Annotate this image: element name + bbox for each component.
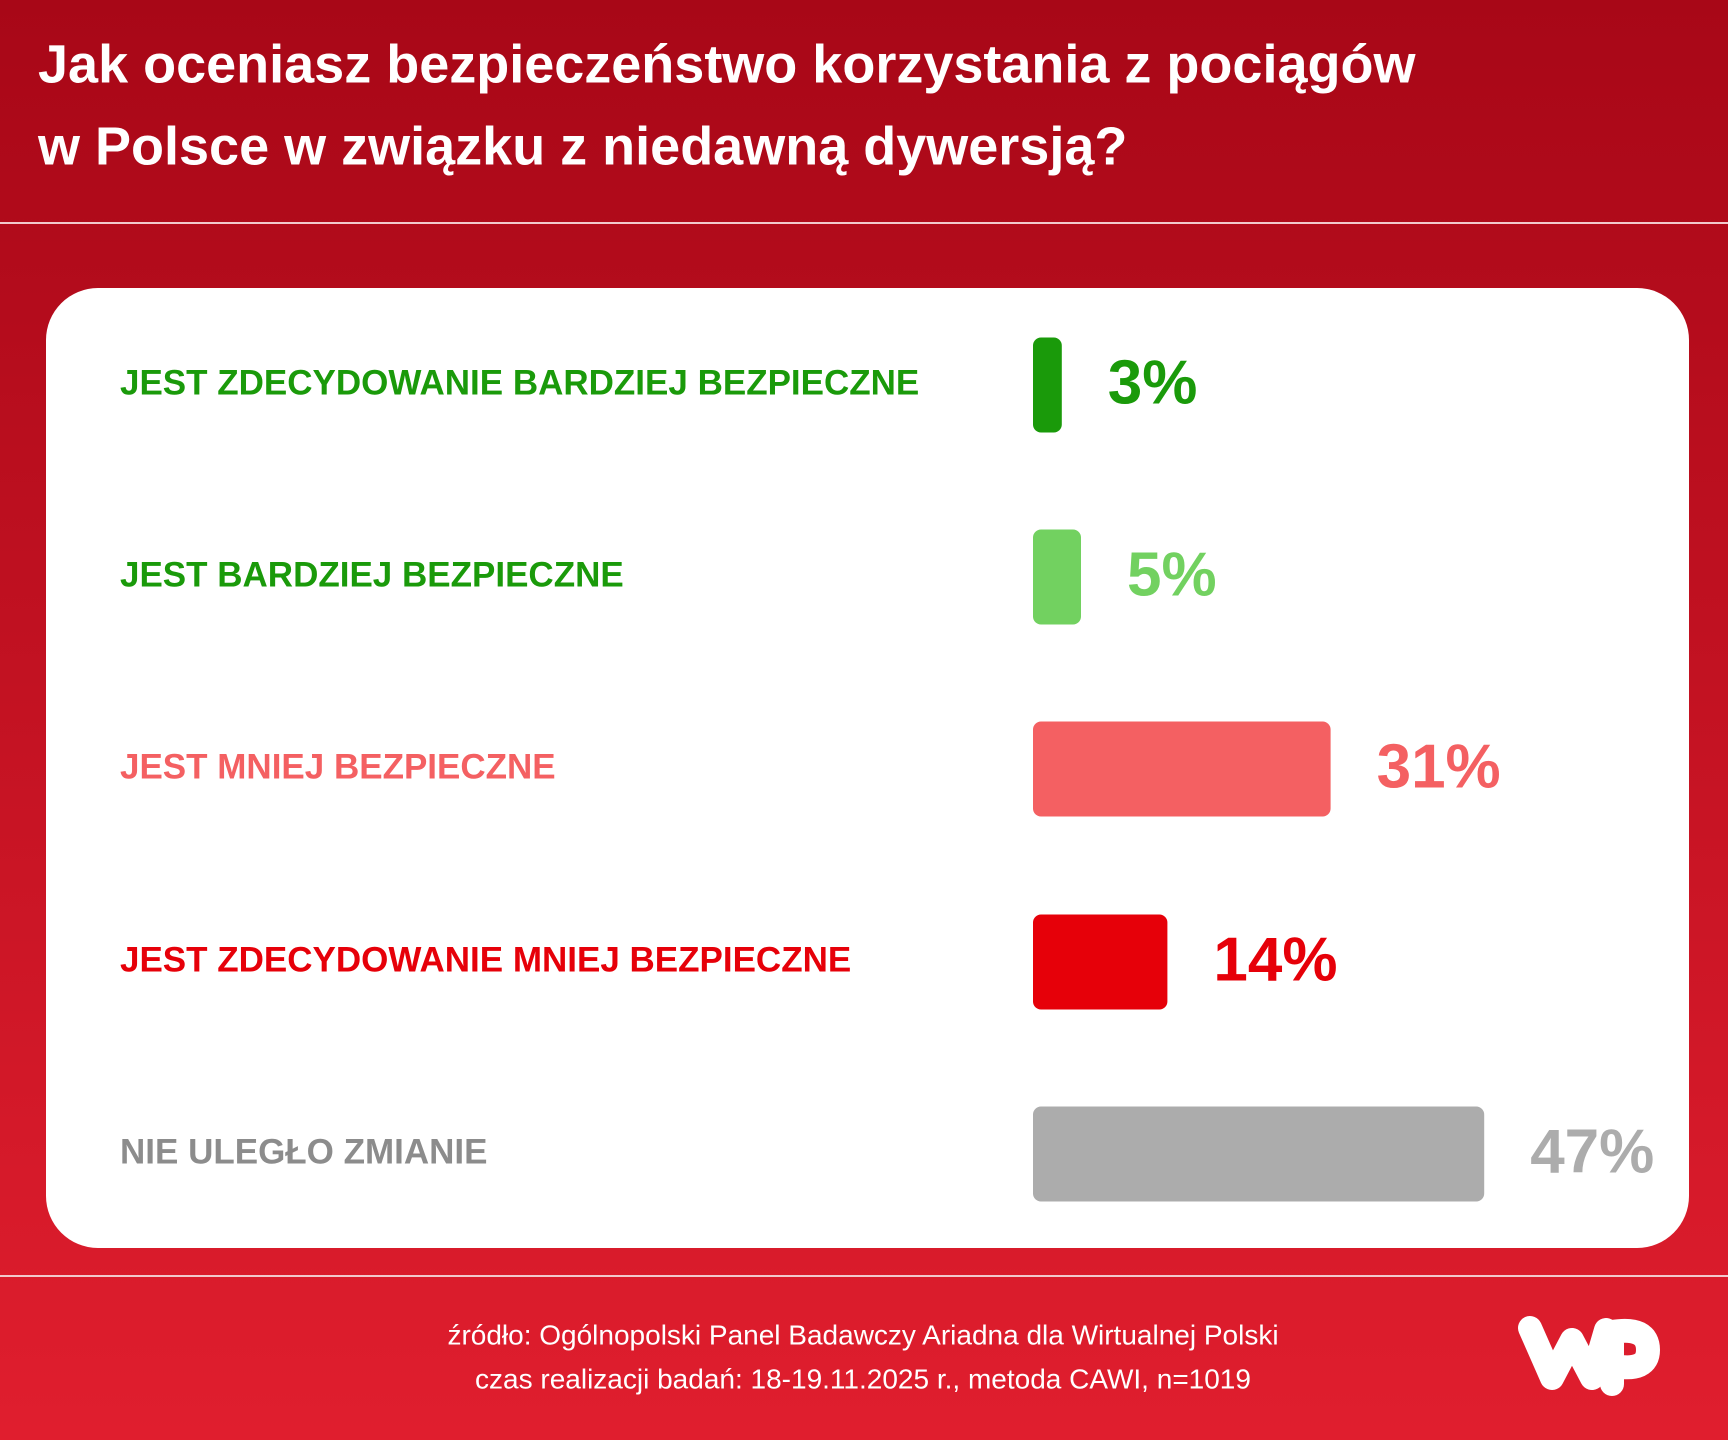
source-note: czas realizacji badań: 18-19.11.2025 r.,… <box>475 1363 1251 1394</box>
bar <box>1033 721 1331 817</box>
value-label: 3% <box>1108 348 1198 417</box>
divider <box>0 1275 1728 1277</box>
logo-w <box>1518 1316 1618 1390</box>
divider <box>0 222 1728 224</box>
category-label: JEST ZDECYDOWANIE BARDZIEJ BEZPIECZNE <box>120 363 919 402</box>
bar <box>1033 337 1062 433</box>
bar <box>1033 529 1081 625</box>
logo-p <box>1600 1318 1660 1396</box>
category-label: JEST BARDZIEJ BEZPIECZNE <box>120 555 624 594</box>
chart-title: w Polsce w związku z niedawną dywersją? <box>37 116 1127 176</box>
source-note: źródło: Ogólnopolski Panel Badawczy Aria… <box>447 1319 1278 1350</box>
logo <box>1518 1316 1660 1396</box>
value-label: 47% <box>1530 1117 1654 1186</box>
category-label: NIE ULEGŁO ZMIANIE <box>120 1132 488 1171</box>
value-label: 5% <box>1127 540 1217 609</box>
card <box>46 288 1689 1248</box>
chart-title: Jak oceniasz bezpieczeństwo korzystania … <box>38 34 1416 94</box>
bar <box>1033 914 1168 1010</box>
value-label: 31% <box>1377 732 1501 801</box>
category-label: JEST ZDECYDOWANIE MNIEJ BEZPIECZNE <box>120 940 851 979</box>
category-label: JEST MNIEJ BEZPIECZNE <box>120 747 556 786</box>
bar <box>1033 1106 1485 1202</box>
value-label: 14% <box>1213 925 1337 994</box>
